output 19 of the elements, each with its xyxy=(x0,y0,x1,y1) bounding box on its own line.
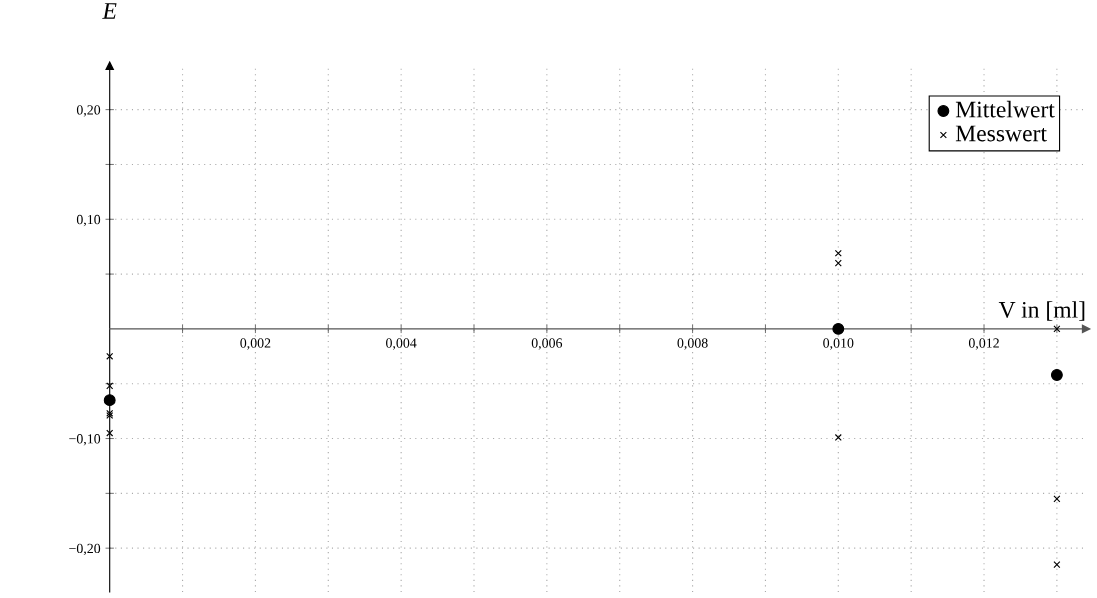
x-tick-label: 0,004 xyxy=(386,338,417,350)
y-tick-label: −0,20 xyxy=(69,543,101,556)
y-axis-title: E xyxy=(102,3,117,19)
x-tick-label: 0,002 xyxy=(240,338,271,350)
x-tick-label: 0,006 xyxy=(531,338,563,350)
point xyxy=(103,394,116,407)
point xyxy=(1053,561,1061,569)
legend-label: Messwert xyxy=(955,125,1047,142)
y-tick-label: 0,10 xyxy=(76,214,101,227)
point xyxy=(106,429,114,437)
x-tick-label: 0,012 xyxy=(968,338,999,350)
legend-label: Mittelwert xyxy=(955,100,1055,118)
y-tick-label: −0,10 xyxy=(69,434,101,446)
point xyxy=(1050,369,1063,381)
x-axis-title: V in [ml] xyxy=(998,301,1085,321)
point xyxy=(832,322,845,335)
x-tick-label: 0,008 xyxy=(677,338,708,350)
x-tick-label: 0,010 xyxy=(823,338,854,350)
y-tick-label: 0,20 xyxy=(76,105,101,117)
